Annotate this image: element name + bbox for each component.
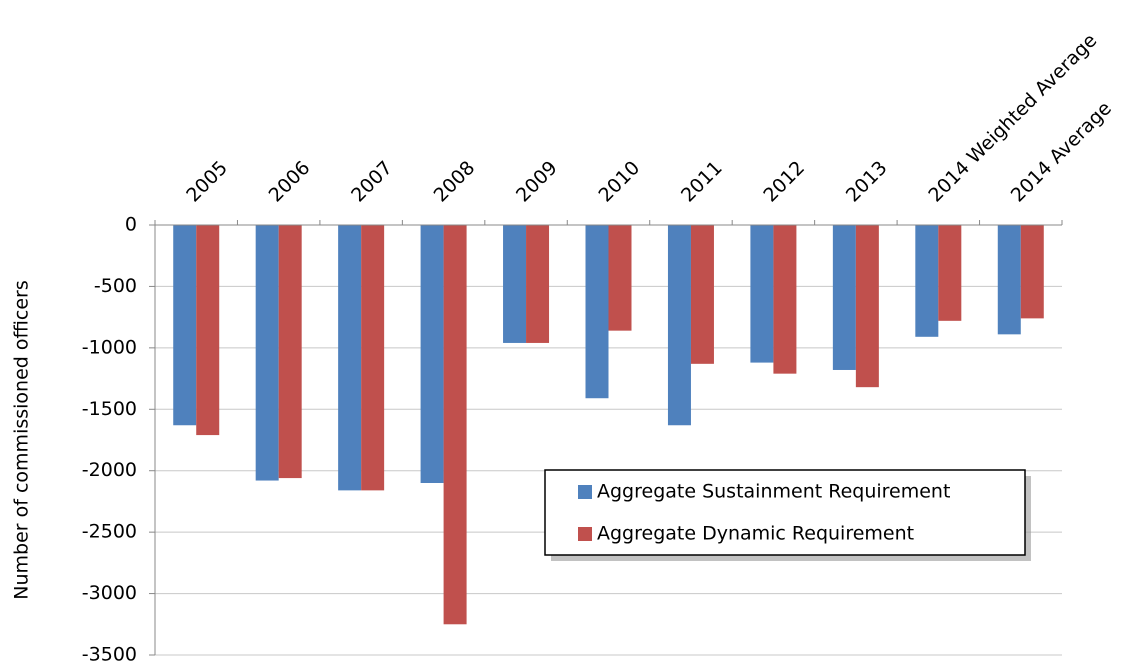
- y-tick-label: -3000: [82, 582, 137, 604]
- y-tick-label: -1000: [82, 336, 137, 358]
- bar: [690, 225, 714, 364]
- legend-swatch: [578, 527, 592, 541]
- x-tick-label: 2014 Weighted Average: [924, 29, 1101, 206]
- y-tick-label: -3500: [82, 644, 137, 664]
- legend-swatch: [578, 485, 592, 499]
- bar: [1020, 225, 1044, 319]
- bar: [667, 225, 691, 426]
- legend-box: [544, 469, 1026, 556]
- legend-label: Aggregate Dynamic Requirement: [597, 523, 914, 545]
- bar: [585, 225, 609, 399]
- y-axis-label: Number of commissioned officers: [11, 280, 33, 599]
- y-tick-label: -500: [94, 275, 137, 297]
- legend: Aggregate Sustainment Requirement Aggrega…: [544, 469, 1031, 561]
- y-tick-label: -1500: [82, 398, 137, 420]
- bar: [938, 225, 962, 321]
- x-tick-label: 2009: [512, 157, 562, 207]
- bar: [915, 225, 939, 337]
- x-tick-label: 2010: [594, 157, 644, 207]
- bar: [503, 225, 527, 343]
- x-tick-label: 2011: [677, 157, 727, 207]
- bar: [608, 225, 632, 331]
- x-tick-label: 2005: [182, 157, 232, 207]
- x-tick-label: 2006: [265, 157, 315, 207]
- y-tick-label: -2000: [82, 459, 137, 481]
- x-tick-label: 2013: [842, 157, 892, 207]
- bar: [832, 225, 856, 370]
- bar: [420, 225, 444, 483]
- y-tick-label: -2500: [82, 521, 137, 543]
- bar: [255, 225, 279, 481]
- bar: [443, 225, 467, 625]
- bar: [773, 225, 797, 374]
- bar: [997, 225, 1021, 335]
- bar: [526, 225, 550, 343]
- bar: [750, 225, 774, 363]
- bar: [196, 225, 220, 436]
- bar: [338, 225, 362, 491]
- bar: [173, 225, 197, 426]
- y-tick-label: 0: [125, 214, 137, 236]
- bar: [855, 225, 879, 388]
- x-tick-label: 2007: [347, 157, 397, 207]
- bar: [278, 225, 302, 479]
- legend-label: Aggregate Sustainment Requirement: [597, 481, 950, 503]
- x-tick-label: 2008: [430, 157, 480, 207]
- bar: [361, 225, 385, 491]
- x-tick-label: 2012: [759, 157, 809, 207]
